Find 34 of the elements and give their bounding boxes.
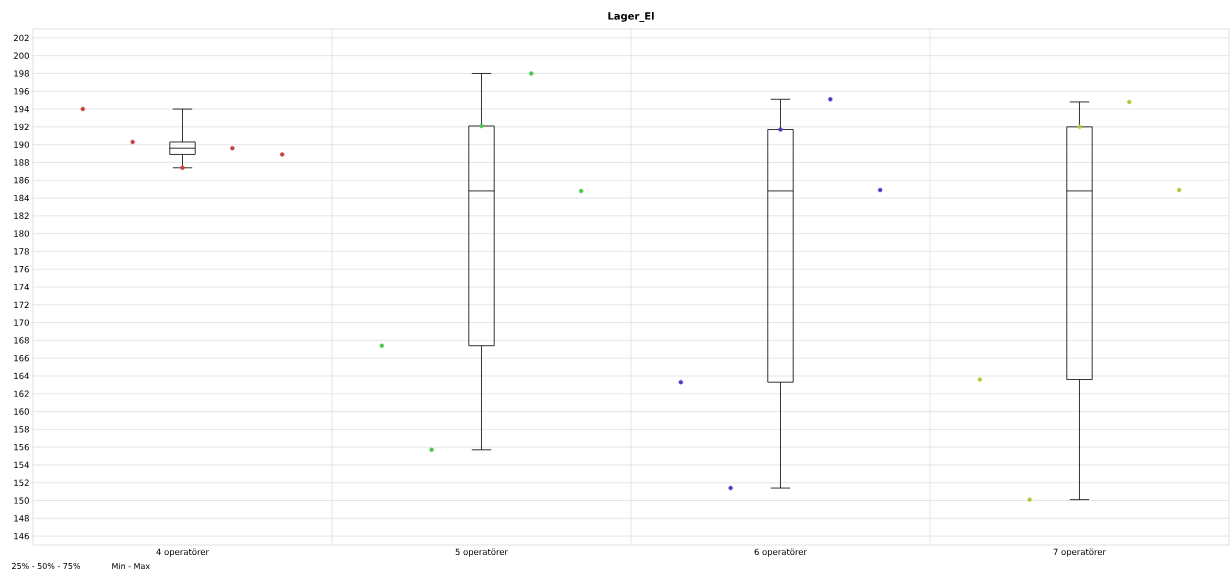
y-tick-label: 196 <box>14 88 29 95</box>
y-tick-label: 168 <box>14 337 29 344</box>
y-tick-label: 158 <box>14 426 29 433</box>
chart-title: Lager_El <box>608 12 654 22</box>
y-tick-label: 174 <box>14 283 29 291</box>
y-tick-label: 172 <box>14 301 29 308</box>
y-tick-label: 146 <box>14 532 29 540</box>
y-tick-label: 188 <box>14 159 29 166</box>
y-tick-label: 164 <box>14 372 29 380</box>
y-tick-label: 162 <box>14 390 29 397</box>
y-tick-label: 190 <box>14 141 29 148</box>
y-tick-label: 184 <box>14 194 29 202</box>
y-tick-label: 154 <box>14 461 29 469</box>
y-tick-label: 166 <box>14 354 29 362</box>
y-tick-label: 178 <box>14 248 29 255</box>
y-tick-label: 192 <box>14 123 29 131</box>
y-tick-label: 160 <box>14 408 29 415</box>
y-tick-label: 186 <box>14 177 29 184</box>
y-tick-label: 176 <box>14 266 29 273</box>
y-tick-label: 202 <box>13 34 29 42</box>
y-tick-label: 150 <box>14 497 29 504</box>
y-tick-label: 198 <box>14 70 29 77</box>
x-tick-label: 5 operatörer <box>455 548 508 557</box>
y-tick-label: 152 <box>14 479 29 486</box>
y-tick-label: 156 <box>14 443 29 451</box>
x-tick-label: 6 operatörer <box>754 548 807 557</box>
y-tick-label: 148 <box>14 515 29 522</box>
x-tick-label: 4 operatörer <box>156 548 209 557</box>
x-tick-label: 7 operatörer <box>1053 548 1106 557</box>
y-tick-label: 170 <box>14 319 29 326</box>
y-tick-label: 200 <box>13 52 29 59</box>
y-tick-label: 182 <box>14 212 29 220</box>
y-tick-label: 194 <box>14 105 29 113</box>
y-tick-label: 180 <box>14 230 29 237</box>
